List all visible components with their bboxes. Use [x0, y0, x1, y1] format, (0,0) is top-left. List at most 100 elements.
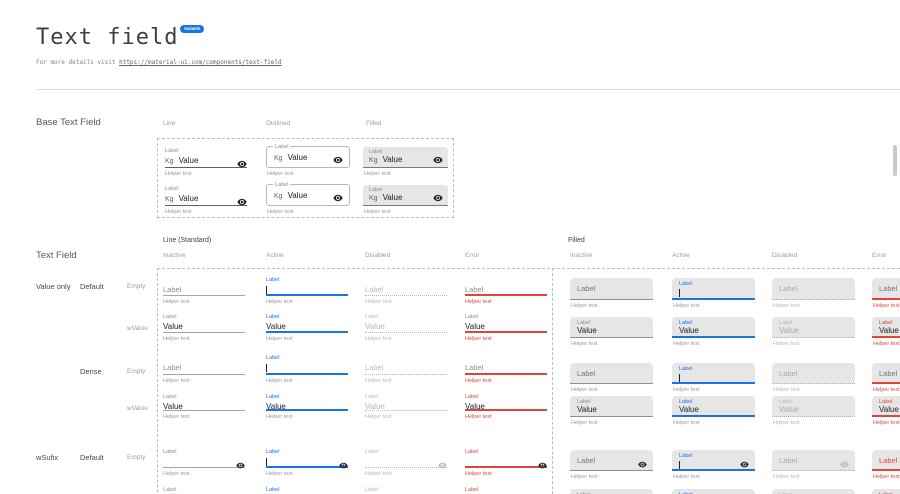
field-label: Label — [266, 314, 280, 320]
text-input[interactable]: Label Kg Value — [266, 143, 350, 168]
filled-input[interactable]: Label — [772, 278, 855, 300]
eye-icon[interactable] — [638, 456, 647, 468]
eye-icon[interactable] — [538, 457, 547, 469]
text-input[interactable]: Kg Value — [165, 194, 247, 206]
filled-input[interactable]: Label — [672, 278, 755, 300]
scrollbar-thumb[interactable] — [893, 145, 897, 176]
input-value: Value — [365, 322, 385, 331]
text-input[interactable]: Value — [163, 322, 245, 333]
text-input[interactable]: Label — [465, 285, 547, 296]
text-field-filled-active-empty: Label Helper text — [672, 363, 755, 393]
text-input[interactable]: Label Kg Value — [363, 147, 448, 168]
eye-icon[interactable] — [333, 152, 343, 164]
helper-text: Helper text — [365, 336, 392, 342]
text-input[interactable]: Value — [465, 322, 547, 333]
filled-input[interactable]: Label — [872, 278, 900, 300]
text-input[interactable]: Label — [365, 363, 447, 375]
field-label: Label — [266, 394, 280, 400]
text-input[interactable] — [266, 285, 348, 296]
eye-icon[interactable] — [840, 456, 849, 468]
text-input[interactable] — [365, 457, 447, 469]
eye-icon[interactable] — [237, 194, 247, 206]
text-input[interactable]: Kg Value — [165, 156, 247, 168]
placeholder-label: Label — [365, 285, 384, 294]
text-input[interactable]: Label Kg Value — [266, 181, 350, 206]
base-input-row: Kg Value — [165, 156, 247, 165]
text-input[interactable]: Value — [266, 402, 348, 411]
base-input-row: Kg Value — [165, 194, 247, 203]
text-input[interactable]: Value — [365, 322, 447, 333]
filled-input[interactable]: Label — [772, 363, 855, 384]
filled-input[interactable]: Label — [570, 363, 653, 384]
row-size-label: Empty — [127, 454, 146, 461]
state-header-filled-disabled: Disabled — [772, 252, 798, 259]
eye-icon[interactable] — [438, 457, 447, 469]
row-variant-label: Dense — [80, 367, 102, 376]
text-field-filled-inactive-value: Label Value Helper text — [570, 317, 653, 347]
eye-icon[interactable] — [433, 152, 443, 164]
text-input[interactable]: Value — [163, 402, 245, 411]
helper-text: Helper text — [267, 171, 294, 177]
field-label: Label — [577, 320, 591, 326]
text-field-filled-error-empty: Label Helper text — [872, 363, 900, 393]
filled-input[interactable]: Label — [672, 363, 755, 384]
text-input[interactable]: Value — [266, 322, 348, 333]
text-input[interactable] — [163, 457, 245, 469]
base-col-header-filled: Filled — [366, 120, 382, 127]
text-input[interactable] — [465, 457, 547, 469]
filled-input[interactable]: Label — [772, 450, 855, 471]
filled-input[interactable]: Label — [570, 450, 653, 471]
subtitle: For more details visit https://material-… — [36, 59, 282, 66]
text-input[interactable]: Value — [365, 402, 447, 411]
text-input[interactable]: Value — [465, 402, 547, 411]
field-label: Label — [465, 394, 479, 400]
placeholder-label: Label — [779, 368, 798, 378]
field-label: Label — [266, 487, 280, 493]
field-label: Label — [679, 491, 692, 494]
eye-icon[interactable] — [339, 457, 348, 469]
material-ui-link[interactable]: https://material-ui.com/components/text-… — [119, 59, 282, 66]
eye-icon[interactable] — [333, 190, 343, 202]
text-field-line-active-empty: Label Helper text — [266, 276, 348, 305]
text-input[interactable]: Label — [365, 285, 447, 296]
text-input[interactable] — [266, 457, 348, 469]
text-field-line-inactive-value: Label Value Helper text — [163, 313, 245, 342]
input-value: Value — [287, 191, 308, 200]
field-label: Label — [679, 320, 693, 326]
text-field-line-error-value: Label Value Helper text — [465, 313, 547, 342]
placeholder-label: Label — [465, 363, 484, 372]
eye-icon[interactable] — [433, 190, 443, 202]
text-input[interactable]: Label Kg Value — [363, 185, 448, 206]
filled-input[interactable]: Label — [872, 450, 900, 471]
text-input[interactable]: Label — [163, 363, 245, 375]
eye-icon[interactable] — [237, 156, 247, 168]
eye-icon[interactable] — [236, 457, 245, 469]
text-input[interactable]: Label — [163, 285, 245, 296]
eye-icon[interactable] — [740, 456, 749, 468]
input-value: Value — [382, 155, 403, 164]
filled-input[interactable]: Label — [672, 450, 755, 471]
helper-text: Helper text — [267, 209, 294, 215]
field-label: Label — [465, 487, 479, 493]
helper-text: Helper text — [571, 474, 598, 480]
text-field-filled-disabled-empty: Label Helper text — [772, 278, 855, 309]
filled-input[interactable]: Label — [872, 363, 900, 384]
base-col-header-line: Line — [163, 120, 176, 127]
text-input[interactable] — [266, 363, 348, 375]
text-input[interactable]: Label — [465, 363, 547, 375]
filled-input[interactable]: Label — [570, 278, 653, 300]
